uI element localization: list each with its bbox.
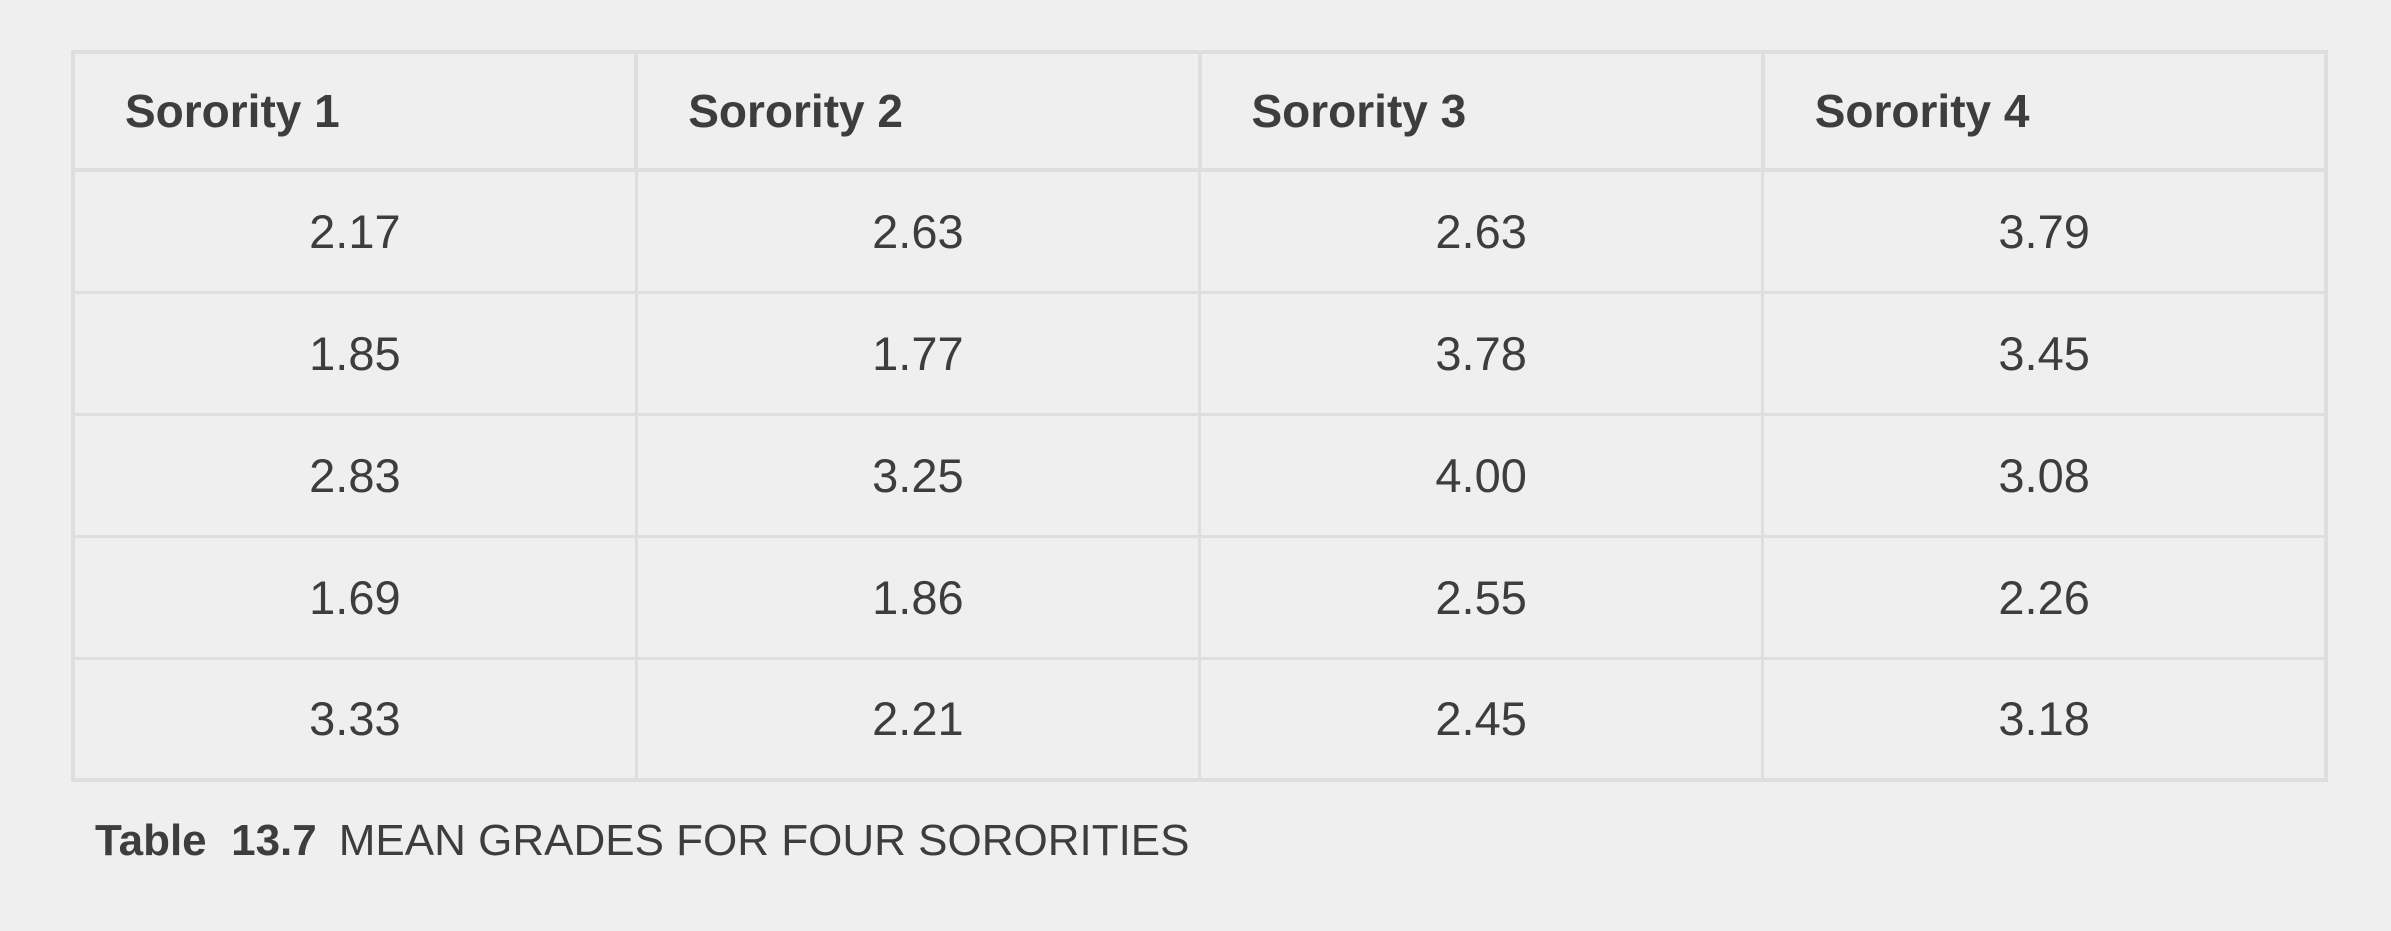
column-header: Sorority 4 xyxy=(1762,52,2326,172)
table-row: 3.33 2.21 2.45 3.18 xyxy=(73,658,2326,780)
table-header-row: Sorority 1 Sorority 2 Sorority 3 Sororit… xyxy=(73,52,2326,172)
table-cell: 3.78 xyxy=(1199,292,1765,416)
table-cell: 2.21 xyxy=(636,658,1202,780)
table-cell: 3.18 xyxy=(1998,692,2090,746)
table-cell: 2.45 xyxy=(1199,658,1765,780)
table-row: 2.83 3.25 4.00 3.08 xyxy=(73,414,2326,538)
table-caption-label: Table 13.7 xyxy=(95,816,317,865)
table-cell: 1.77 xyxy=(636,292,1202,416)
table-row: 2.17 2.63 2.63 3.79 xyxy=(73,170,2326,294)
column-header: Sorority 3 xyxy=(1199,52,1765,172)
table-cell: 3.79 xyxy=(1762,170,2326,294)
table-cell: 3.33 xyxy=(73,658,638,780)
table-caption-text: MEAN GRADES FOR FOUR SORORITIES xyxy=(338,816,1190,865)
table-cell: 1.86 xyxy=(636,536,1202,660)
table-cell: 4.00 xyxy=(1199,414,1765,538)
table-cell: 1.69 xyxy=(73,536,638,660)
table-cell: 3.25 xyxy=(636,414,1202,538)
table-figure: Sorority 1 Sorority 2 Sorority 3 Sororit… xyxy=(71,50,2328,866)
table-row: 1.85 1.77 3.78 3.45 xyxy=(73,292,2326,416)
table-cell: 2.26 xyxy=(1762,536,2326,660)
grades-table: Sorority 1 Sorority 2 Sorority 3 Sororit… xyxy=(71,50,2328,782)
table-cell: 2.55 xyxy=(1199,536,1765,660)
table-cell: 1.85 xyxy=(73,292,638,416)
table-cell: 2.83 xyxy=(73,414,638,538)
table-cell: 2.63 xyxy=(1199,170,1765,294)
table-cell: 2.17 xyxy=(73,170,638,294)
column-header: Sorority 2 xyxy=(636,52,1202,172)
column-header: Sorority 1 xyxy=(73,52,639,172)
table-cell: 2.63 xyxy=(636,170,1202,294)
table-cell: 3.45 xyxy=(1762,292,2326,416)
table-cell: 3.08 xyxy=(1762,414,2326,538)
table-caption: Table 13.7 MEAN GRADES FOR FOUR SORORITIE… xyxy=(71,816,2328,866)
table-row: 1.69 1.86 2.55 2.26 xyxy=(73,536,2326,660)
